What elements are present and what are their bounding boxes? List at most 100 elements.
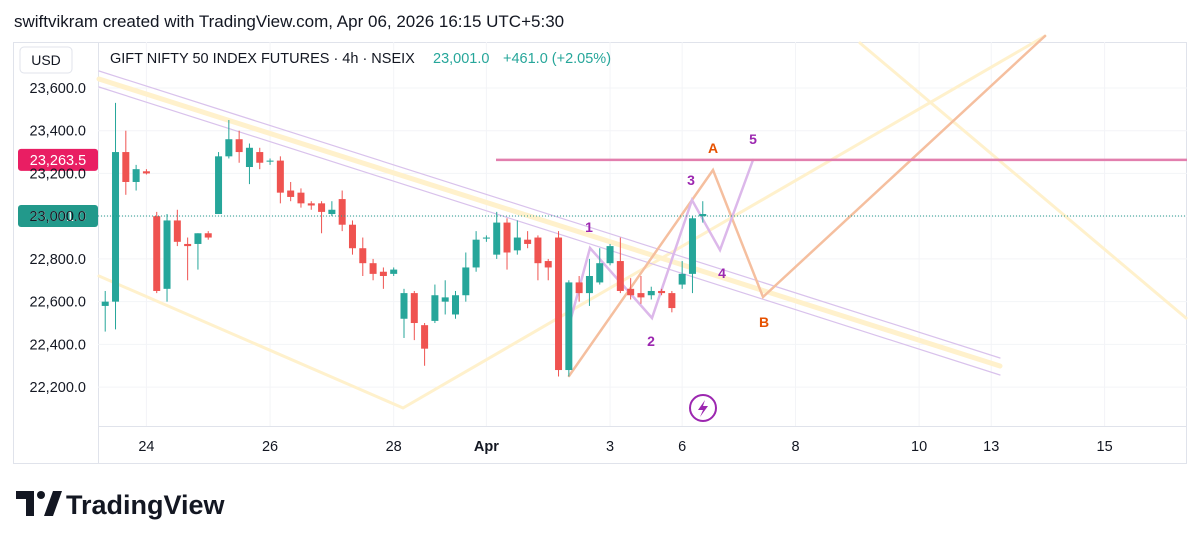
candle-body [112,152,120,302]
candle-body [555,237,563,371]
y-tick-label: 23,600.0 [30,81,86,97]
candle-body [606,246,614,264]
yellow-line [858,41,1188,320]
candle-body [544,261,552,268]
brand-name: TradingView [66,490,226,520]
impulse-wave [568,158,755,324]
candle-body [204,233,212,238]
candle-body [441,297,449,302]
candle-body [472,239,480,268]
candle-body [647,290,655,296]
lightning-icon[interactable] [689,394,717,422]
currency-box[interactable] [19,46,73,74]
abc-wave [567,34,1047,378]
candle-body [688,218,696,274]
candle-body [328,209,336,215]
y-tick-label: 22,600.0 [30,295,86,311]
candle-body [184,243,192,247]
candle-body [359,248,367,264]
candle-body [534,237,542,264]
x-tick-label: Apr [474,439,499,455]
brand-logo [16,491,62,516]
candle-body [503,222,511,253]
candle-body [348,224,356,249]
candle-body [132,169,140,182]
candle-body [122,152,130,182]
candle-body [678,273,686,285]
candle-body [390,269,398,274]
y-tick-label: 23,000.0 [30,209,86,225]
candle-body [421,325,429,349]
candle-body [410,293,418,324]
trend-upper [98,70,1001,359]
price-lines: 23,263.5 23,001.0 [18,148,1187,227]
trend-lower [98,86,1001,376]
y-tick-label: 23,200.0 [30,166,86,182]
y-tick-label: 23,400.0 [30,124,86,140]
candle-body [163,220,171,289]
y-tick-label: 22,400.0 [30,337,86,353]
candle-body [215,156,223,215]
candle-body [245,147,253,168]
candle-body [658,290,666,294]
candle-body [142,171,150,174]
x-tick-label: 24 [138,439,154,455]
wave-label: 2 [647,333,655,349]
price-change: +461.0 (+2.05%) [503,51,611,67]
candle-body [338,199,346,225]
candle-body [596,263,604,283]
candle-body [431,295,439,321]
candle-body [318,203,326,212]
candle-body [256,152,264,163]
wave-labels: 1 2 3 4 5 A B [585,131,769,349]
x-tick-label: 3 [606,439,614,455]
candle-body [668,293,676,309]
candle-body [235,139,243,153]
candle-body [585,276,593,294]
price-badge [18,204,98,227]
candles [101,102,707,377]
candle-body [266,160,274,162]
drawings [96,34,1188,410]
x-tick-label: 13 [983,439,999,455]
candle-body [637,293,645,298]
wave-label: A [708,140,718,156]
wave-label: B [759,314,769,330]
candle-body [513,237,521,251]
candle-body [379,271,387,277]
candle-body [699,214,707,217]
grid [98,42,1187,426]
price-badge-label: 23,001.0 [30,209,86,225]
wave-label: 1 [585,219,593,235]
y-tick-label: 22,800.0 [30,252,86,268]
candle-body [462,267,470,296]
candle-body [565,282,573,371]
x-tick-label: 10 [911,439,927,455]
candle-body [627,288,635,296]
candle-body [173,220,181,242]
candle-body [400,293,408,319]
candle-body [307,203,315,206]
candle-body [153,216,161,291]
x-tick-label: 28 [386,439,402,455]
candle-body [276,160,284,193]
candle-body [575,282,583,294]
wave-label: 5 [749,131,757,147]
candle-body [482,237,490,239]
x-tick-label: 15 [1097,439,1113,455]
yellow-trend [96,76,1003,369]
candle-body [287,190,295,197]
price-badge-label: 23,263.5 [30,153,86,169]
candle-body [493,222,501,255]
candle-body [194,233,202,244]
candle-body [297,192,305,204]
chart-title: GIFT NIFTY 50 INDEX FUTURES · 4h · NSEIX [110,51,415,67]
candle-body [369,263,377,274]
y-tick-label: 22,200.0 [30,380,86,396]
candle-body [101,301,109,306]
price-badge [18,148,98,171]
candle-body [225,139,233,157]
x-tick-label: 8 [791,439,799,455]
candle-body [616,261,624,291]
